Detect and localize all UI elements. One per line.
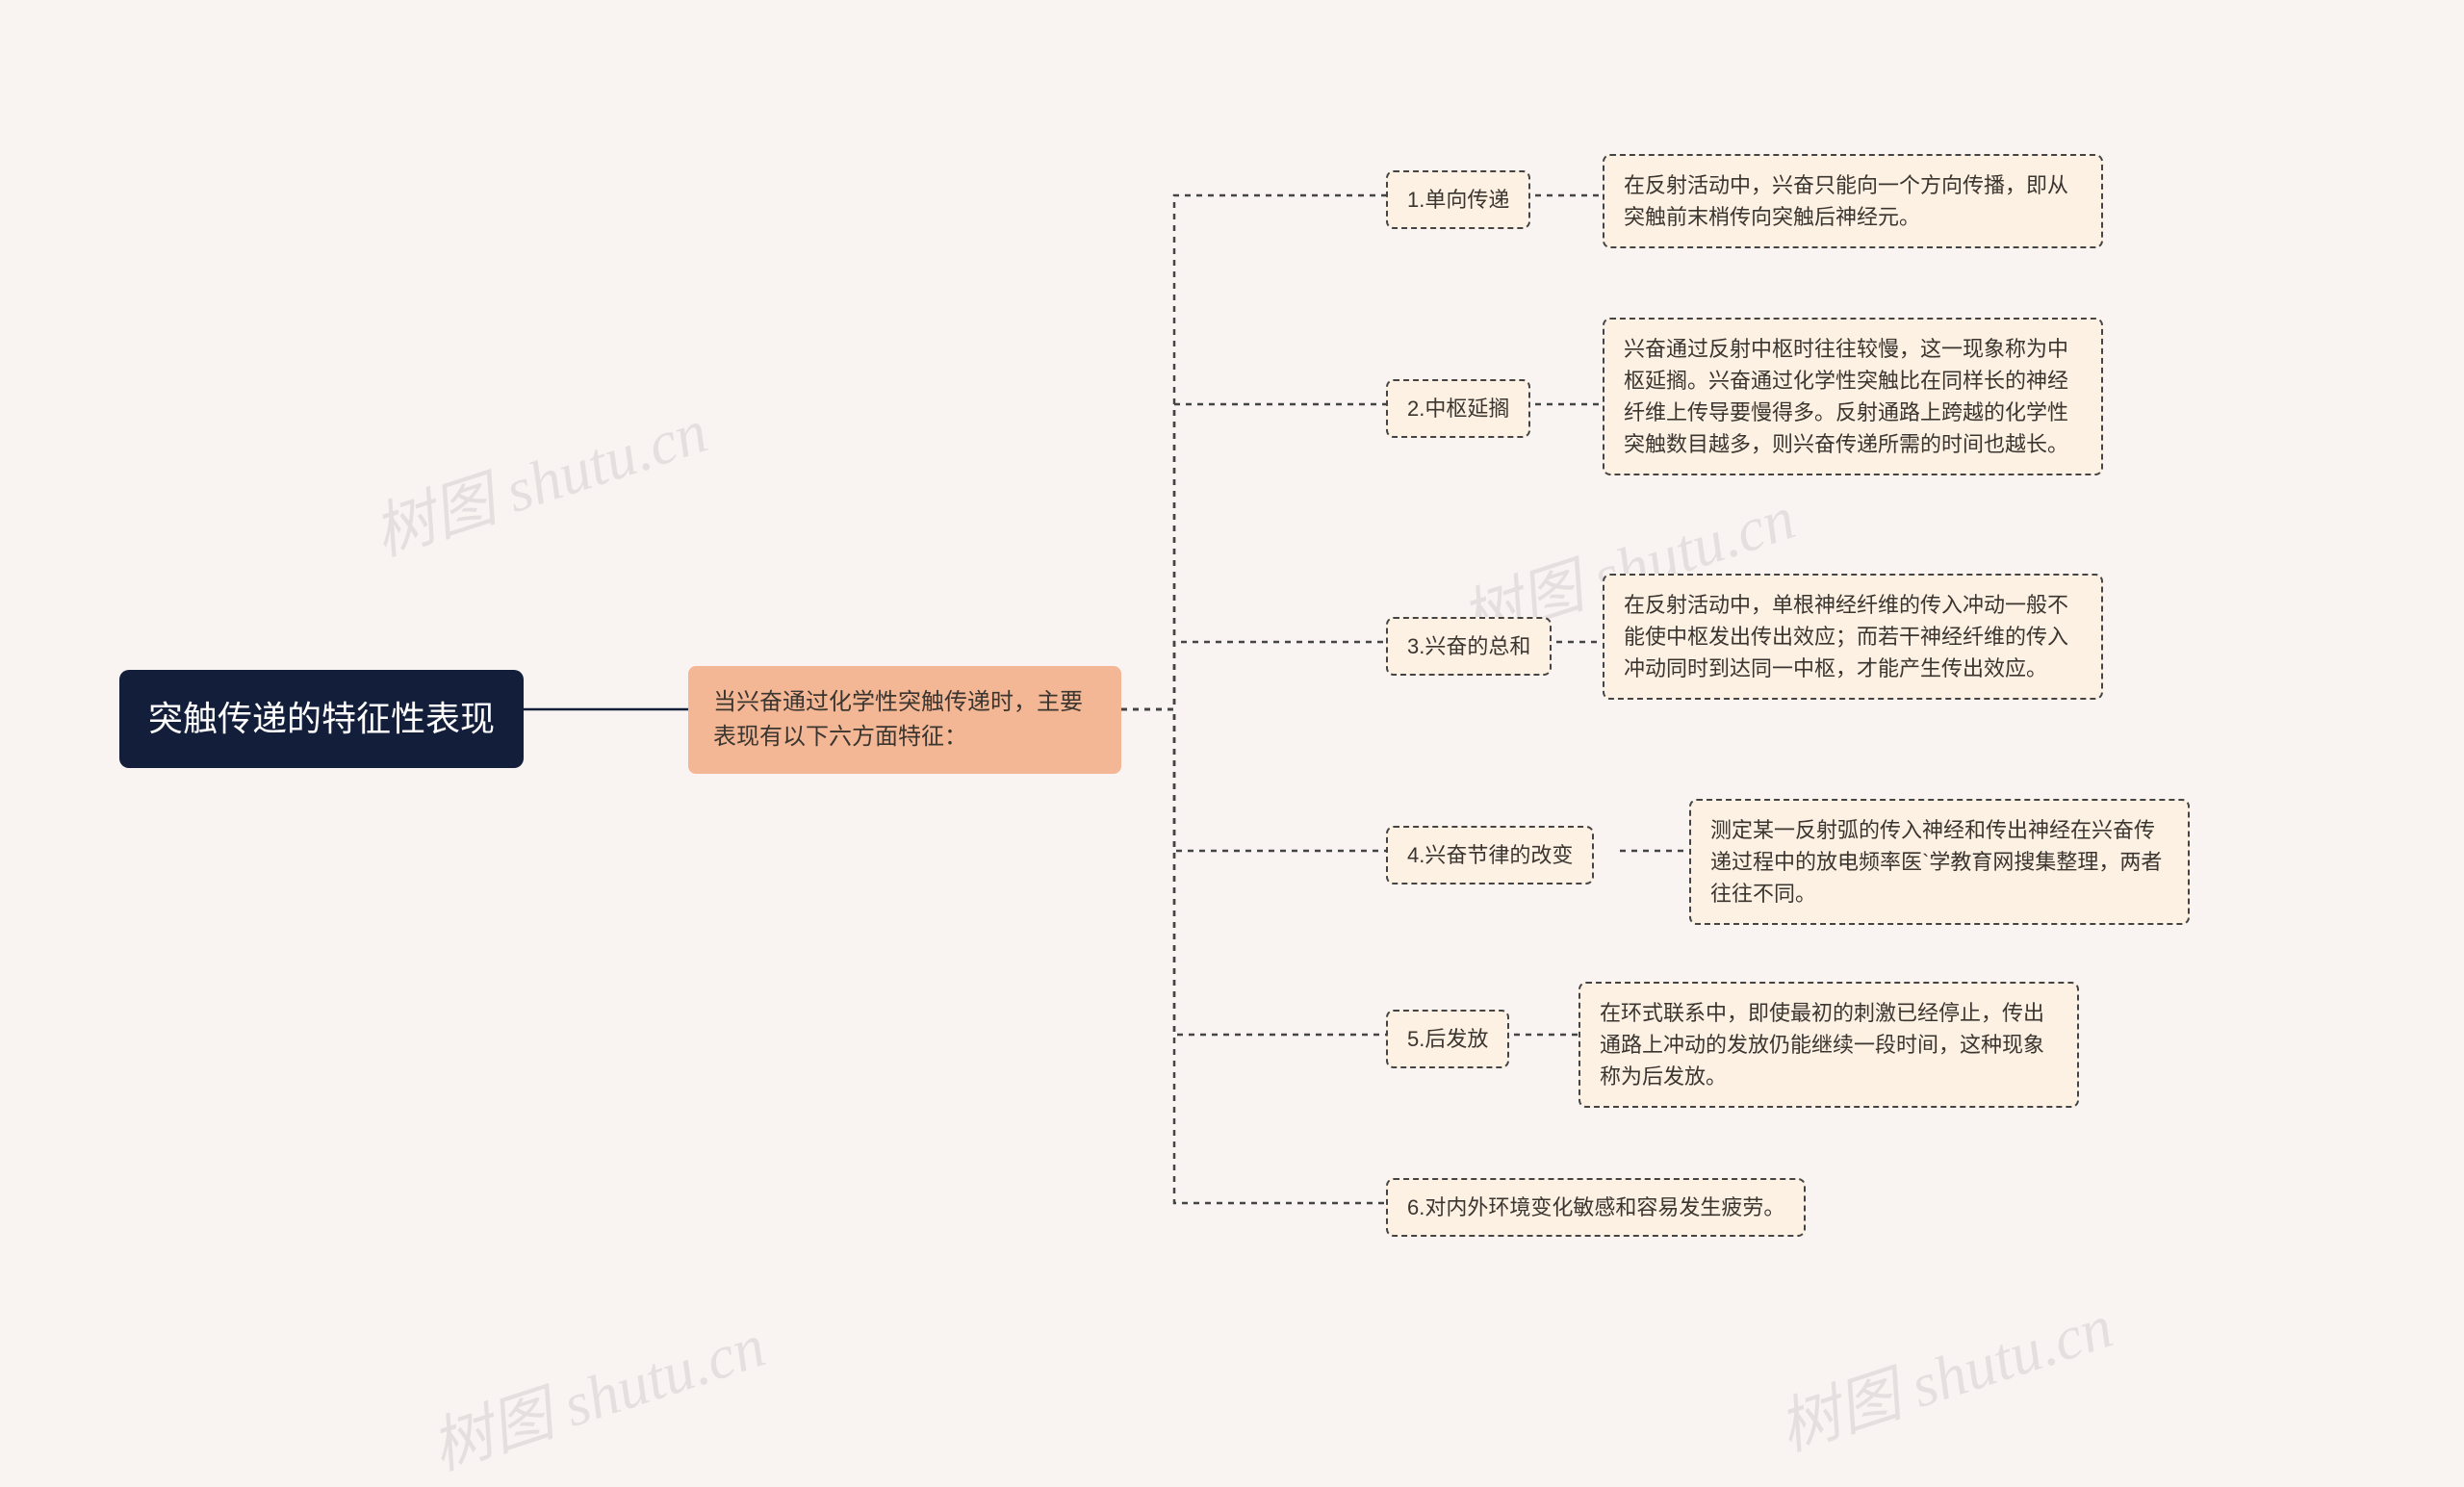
item-node[interactable]: 3.兴奋的总和 — [1386, 617, 1552, 676]
root-node[interactable]: 突触传递的特征性表现 — [119, 670, 524, 768]
item-desc: 测定某一反射弧的传入神经和传出神经在兴奋传递过程中的放电频率医`学教育网搜集整理… — [1689, 799, 2190, 925]
mindmap-canvas: 树图 shutu.cn 树图 shutu.cn 树图 shutu.cn 树图 s… — [0, 0, 2464, 1419]
item-node[interactable]: 6.对内外环境变化敏感和容易发生疲劳。 — [1386, 1178, 1806, 1237]
item-desc: 在环式联系中，即使最初的刺激已经停止，传出通路上冲动的发放仍能继续一段时间，这种… — [1578, 982, 2079, 1108]
item-node[interactable]: 4.兴奋节律的改变 — [1386, 826, 1594, 885]
watermark: 树图 shutu.cn — [419, 1296, 775, 1487]
item-node[interactable]: 2.中枢延搁 — [1386, 379, 1530, 438]
watermark: 树图 shutu.cn — [1766, 1277, 2122, 1468]
item-desc: 在反射活动中，兴奋只能向一个方向传播，即从突触前末梢传向突触后神经元。 — [1603, 154, 2103, 248]
item-node[interactable]: 5.后发放 — [1386, 1010, 1509, 1068]
level1-node[interactable]: 当兴奋通过化学性突触传递时，主要表现有以下六方面特征： — [688, 666, 1121, 774]
item-node[interactable]: 1.单向传递 — [1386, 170, 1530, 229]
watermark: 树图 shutu.cn — [361, 382, 717, 573]
item-desc: 在反射活动中，单根神经纤维的传入冲动一般不能使中枢发出传出效应；而若干神经纤维的… — [1603, 574, 2103, 700]
item-desc: 兴奋通过反射中枢时往往较慢，这一现象称为中枢延搁。兴奋通过化学性突触比在同样长的… — [1603, 318, 2103, 475]
